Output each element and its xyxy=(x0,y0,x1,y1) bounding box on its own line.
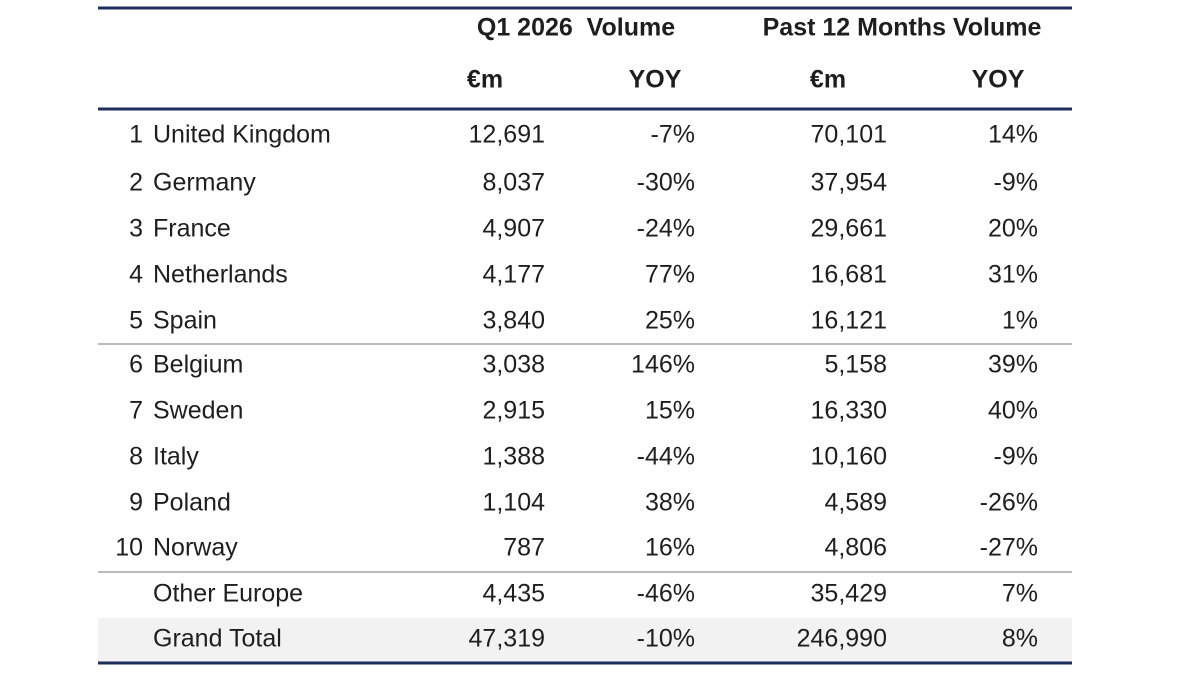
country: Norway xyxy=(153,534,238,562)
rank: 5 xyxy=(129,307,143,335)
cell: 1,388 xyxy=(482,443,545,471)
rank: 3 xyxy=(129,215,143,243)
cell: 20% xyxy=(988,215,1038,243)
cell: 4,589 xyxy=(824,489,887,517)
cell: 39% xyxy=(988,351,1038,379)
country: Sweden xyxy=(153,397,243,425)
rank: 6 xyxy=(129,351,143,379)
country: Italy xyxy=(153,443,199,471)
rank: 4 xyxy=(129,261,143,289)
cell: 40% xyxy=(988,397,1038,425)
country: France xyxy=(153,215,231,243)
cell: 15% xyxy=(645,397,695,425)
cell: 31% xyxy=(988,261,1038,289)
country: Grand Total xyxy=(153,625,282,653)
cell: 16,330 xyxy=(811,397,887,425)
sub-header: YOY xyxy=(629,66,682,94)
cell: -44% xyxy=(637,443,695,471)
cell: 16,121 xyxy=(811,307,887,335)
cell: -24% xyxy=(637,215,695,243)
cell: -46% xyxy=(637,580,695,608)
sub-header: €m xyxy=(467,66,503,94)
rank: 1 xyxy=(129,121,143,149)
cell: 70,101 xyxy=(811,121,887,149)
cell: 29,661 xyxy=(811,215,887,243)
cell: 16,681 xyxy=(811,261,887,289)
sub-header: €m xyxy=(810,66,846,94)
cell: 4,907 xyxy=(482,215,545,243)
country: Germany xyxy=(153,169,256,197)
cell: 3,840 xyxy=(482,307,545,335)
cell: 10,160 xyxy=(811,443,887,471)
country: United Kingdom xyxy=(153,121,331,149)
country: Spain xyxy=(153,307,217,335)
cell: 25% xyxy=(645,307,695,335)
cell: -9% xyxy=(994,443,1038,471)
cell: 77% xyxy=(645,261,695,289)
country: Netherlands xyxy=(153,261,288,289)
cell: 1,104 xyxy=(482,489,545,517)
cell: 47,319 xyxy=(469,625,545,653)
country: Belgium xyxy=(153,351,243,379)
cell: 16% xyxy=(645,534,695,562)
cell: 4,177 xyxy=(482,261,545,289)
total-row-bg xyxy=(98,618,1072,662)
group-header: Past 12 Months Volume xyxy=(763,14,1042,42)
cell: 4,806 xyxy=(824,534,887,562)
cell: 38% xyxy=(645,489,695,517)
cell: 12,691 xyxy=(469,121,545,149)
cell: 14% xyxy=(988,121,1038,149)
cell: 8% xyxy=(1002,625,1038,653)
cell: -26% xyxy=(980,489,1038,517)
cell: 246,990 xyxy=(797,625,887,653)
cell: 787 xyxy=(503,534,545,562)
cell: -30% xyxy=(637,169,695,197)
cell: 4,435 xyxy=(482,580,545,608)
cell: -10% xyxy=(637,625,695,653)
cell: 5,158 xyxy=(824,351,887,379)
country: Other Europe xyxy=(153,580,303,608)
rank: 2 xyxy=(129,169,143,197)
cell: 3,038 xyxy=(482,351,545,379)
cell: -9% xyxy=(994,169,1038,197)
cell: -7% xyxy=(651,121,695,149)
cell: 35,429 xyxy=(811,580,887,608)
cell: 2,915 xyxy=(482,397,545,425)
cell: 7% xyxy=(1002,580,1038,608)
sub-header: YOY xyxy=(972,66,1025,94)
rank: 10 xyxy=(115,534,143,562)
cell: 37,954 xyxy=(811,169,888,197)
cell: 1% xyxy=(1002,307,1038,335)
rank: 8 xyxy=(129,443,143,471)
cell: 146% xyxy=(631,351,695,379)
group-header: Q1 2026 Volume xyxy=(477,14,675,42)
country: Poland xyxy=(153,489,231,517)
rank: 9 xyxy=(129,489,143,517)
rank: 7 xyxy=(129,397,143,425)
cell: 8,037 xyxy=(482,169,545,197)
cell: -27% xyxy=(980,534,1038,562)
